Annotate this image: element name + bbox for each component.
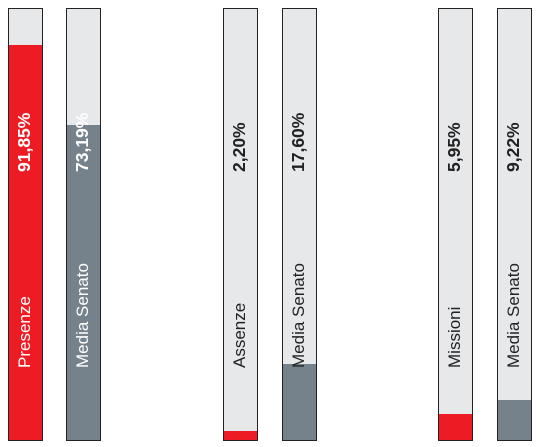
bar-value-label: 5,95%: [444, 122, 464, 172]
bar-fill-5: [439, 414, 472, 440]
bar-2: [66, 8, 101, 441]
bar-value-label: 2,20%: [229, 122, 249, 172]
bar-1: [8, 8, 43, 441]
bar-fill-2: [67, 125, 100, 440]
bar-5: [438, 8, 473, 441]
bar-name-label: Media Senato: [289, 263, 308, 368]
bar-name-label: Media Senato: [504, 263, 523, 368]
bar-name-label: Missioni: [445, 306, 464, 368]
bar-value-label: 17,60%: [288, 112, 308, 172]
bar-name-label: Presenze: [15, 296, 34, 368]
bar-value-label: 73,19%: [72, 112, 92, 172]
bar-fill-4: [283, 364, 316, 440]
bar-fill-6: [498, 400, 531, 440]
bar-3: [223, 8, 258, 441]
bar-value-label: 9,22%: [503, 122, 523, 172]
bar-6: [497, 8, 532, 441]
bar-fill-1: [9, 45, 42, 440]
bar-value-label: 91,85%: [14, 112, 34, 172]
bar-4: [282, 8, 317, 441]
bar-name-label: Assenze: [230, 302, 249, 368]
bar-fill-3: [224, 431, 257, 440]
bar-name-label: Media Senato: [73, 263, 92, 368]
